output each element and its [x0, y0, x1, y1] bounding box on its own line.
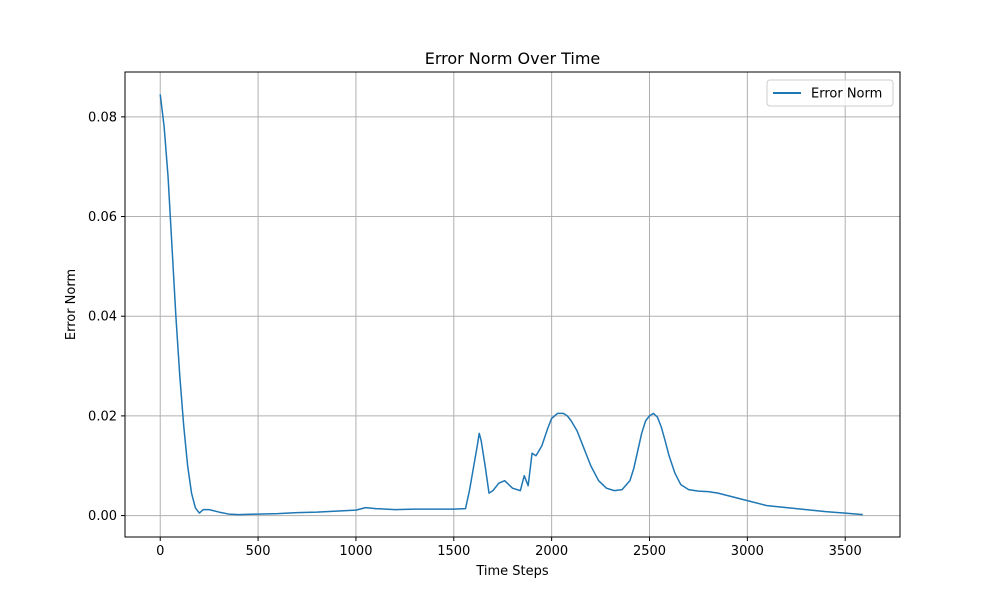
- x-tick-label: 1500: [437, 544, 470, 559]
- legend-label: Error Norm: [811, 87, 882, 102]
- y-tick-label: 0.08: [88, 110, 117, 125]
- x-tick-label: 3000: [731, 544, 764, 559]
- y-axis-label: Error Norm: [64, 269, 79, 340]
- y-tick-label: 0.02: [88, 409, 117, 424]
- ticks-layer: 0 500 1000 1500 2000 2500 3000 3500 0.00 0.02 0.04…: [88, 110, 862, 559]
- series-line: [159, 94, 863, 516]
- y-tick-label: 0.00: [88, 509, 117, 524]
- x-tick-label: 1000: [339, 544, 372, 559]
- x-tick-label: 2500: [633, 544, 666, 559]
- series-layer: [159, 94, 863, 516]
- chart-title: Error Norm Over Time: [425, 49, 601, 68]
- x-tick-label: 0: [156, 544, 164, 559]
- x-tick-label: 500: [246, 544, 271, 559]
- grid-layer: [125, 72, 900, 537]
- legend: Error Norm: [766, 79, 894, 107]
- y-tick-label: 0.04: [88, 310, 117, 325]
- x-tick-label: 3500: [829, 544, 862, 559]
- y-tick-label: 0.06: [88, 210, 117, 225]
- x-tick-label: 2000: [535, 544, 568, 559]
- legend-box: [766, 79, 894, 107]
- plot-frame: [124, 71, 901, 538]
- x-axis-label: Time Steps: [475, 564, 549, 579]
